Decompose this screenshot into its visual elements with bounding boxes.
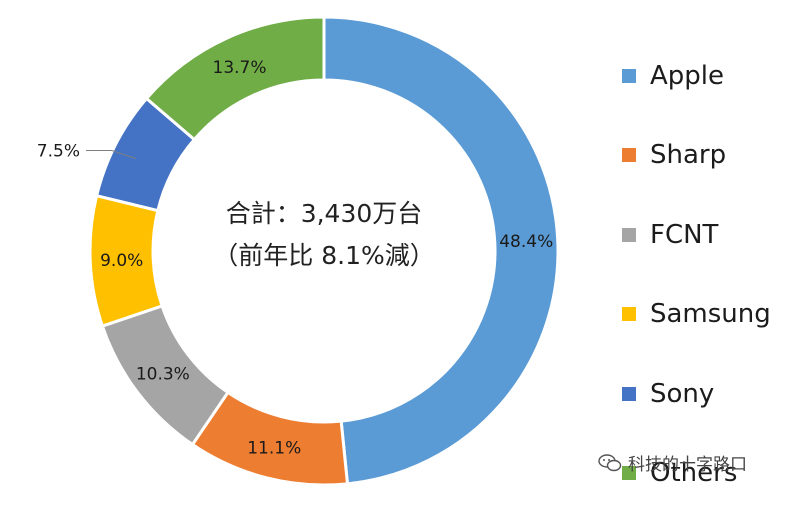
value-label-samsung: 9.0% [100, 251, 143, 271]
legend-label: Apple [650, 61, 724, 91]
legend-swatch [622, 228, 636, 242]
center-total: 合計：3,430万台 [226, 199, 423, 228]
value-label-sony: 7.5% [37, 142, 80, 162]
wechat-icon [598, 454, 622, 472]
slice-others [147, 17, 324, 140]
legend-label: Samsung [650, 299, 771, 329]
legend-swatch [622, 69, 636, 83]
legend-item-fcnt: FCNT [622, 195, 771, 275]
watermark: 科技的十字路口 [598, 450, 747, 475]
value-label-fcnt: 10.3% [136, 365, 190, 385]
legend-label: FCNT [650, 220, 718, 250]
value-label-apple: 48.4% [499, 232, 553, 252]
legend-label: Sharp [650, 140, 726, 170]
watermark-text: 科技的十字路口 [628, 450, 747, 475]
value-label-sharp: 11.1% [247, 438, 301, 458]
legend-label: Sony [650, 379, 714, 409]
legend-item-sharp: Sharp [622, 116, 771, 196]
center-change: （前年比 8.1%減） [213, 241, 434, 270]
legend-item-sony: Sony [622, 354, 771, 434]
legend-item-apple: Apple [622, 36, 771, 116]
legend-item-samsung: Samsung [622, 275, 771, 355]
legend-swatch [622, 307, 636, 321]
legend-swatch [622, 387, 636, 401]
legend-swatch [622, 148, 636, 162]
value-label-others: 13.7% [213, 58, 267, 78]
